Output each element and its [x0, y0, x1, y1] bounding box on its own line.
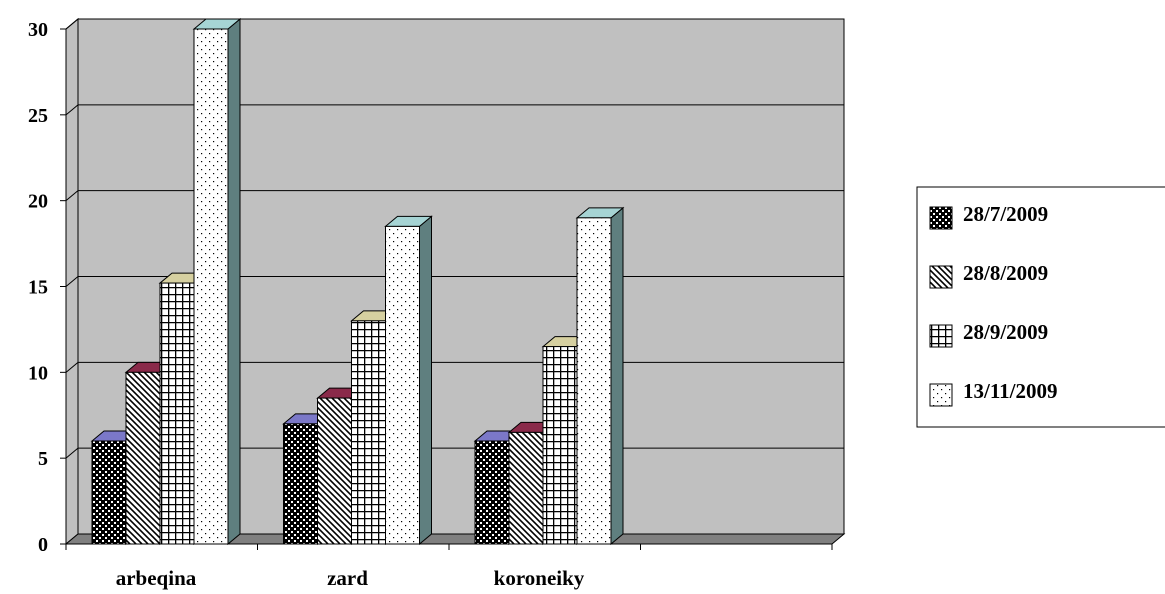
bar	[193, 28, 229, 545]
bar	[474, 440, 510, 545]
x-tick-label: koroneiky	[494, 566, 585, 590]
bar	[283, 423, 318, 545]
legend: 28/7/2009 28/8/2009 28/9/2009 13/11/2009	[916, 186, 1165, 428]
bar	[159, 282, 195, 545]
gridline	[65, 104, 844, 116]
bar-side	[227, 17, 241, 546]
y-tick-label: 0	[38, 534, 48, 556]
bar	[351, 320, 386, 545]
legend-box	[916, 186, 1165, 428]
gridline	[65, 18, 844, 30]
bar	[576, 217, 612, 545]
bar-side	[610, 206, 624, 546]
legend-swatch	[929, 206, 953, 230]
legend-swatch	[929, 324, 953, 348]
y-tick-label: 5	[38, 448, 48, 470]
axes: 0 5 10 15 20 25 30 arbeqina zard koroneiky	[28, 19, 833, 590]
legend-label: 28/7/2009	[963, 202, 1048, 226]
legend-label: 28/8/2009	[963, 261, 1048, 285]
x-tick-label: arbeqina	[116, 566, 197, 590]
bar	[385, 225, 420, 545]
x-tick-label: zard	[327, 566, 368, 590]
chart-marks	[90, 17, 625, 546]
bar	[508, 431, 544, 545]
legend-label: 13/11/2009	[963, 379, 1058, 403]
gridline	[65, 190, 844, 202]
bar	[542, 346, 578, 545]
y-tick-label: 10	[28, 362, 48, 384]
bar-side	[419, 215, 432, 546]
legend-label: 28/9/2009	[963, 320, 1048, 344]
legend-swatch	[929, 383, 953, 407]
legend-swatch	[929, 265, 953, 289]
bar	[125, 371, 161, 545]
plot-area	[64, 17, 846, 546]
y-tick-label: 20	[28, 191, 48, 213]
y-tick-label: 30	[28, 19, 48, 41]
bar	[317, 397, 352, 545]
bar	[91, 440, 127, 545]
y-tick-label: 25	[28, 105, 48, 127]
y-tick-label: 15	[28, 277, 48, 299]
